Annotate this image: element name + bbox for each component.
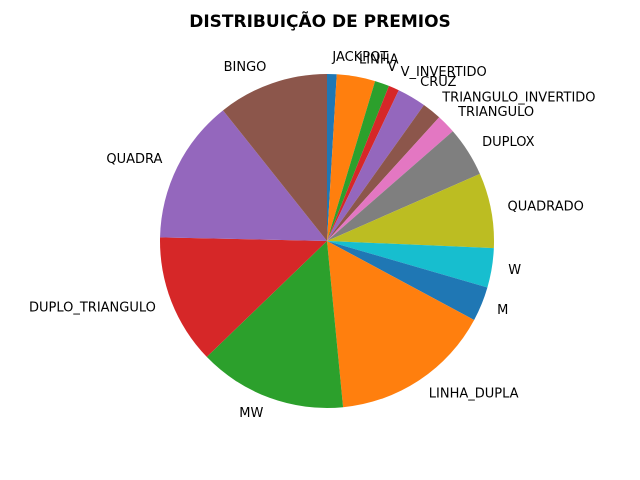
pie-label-jackpot: JACKPOT [331,50,388,65]
pie-label-duplo-triangulo: DUPLO_TRIANGULO [29,300,156,315]
pie-label-triangulo-invertido: TRIANGULO_INVERTIDO [441,90,595,105]
pie-slice-v-invertido [327,85,399,241]
pie-label-m: M [497,303,508,318]
pie-label-duplox: DUPLOX [482,135,535,150]
pie-label-cruz: CRUZ [420,75,456,90]
pie-label-triangulo: TRIANGULO [457,105,534,120]
pie-slice-quadrado [327,173,494,249]
pie-slices [160,74,494,408]
pie-label-v-invertido: V_INVERTIDO [401,65,487,80]
pie-slice-triangulo [327,117,453,241]
pie-slice-triangulo-invertido [327,105,440,241]
pie-slice-duplo-triangulo [160,237,327,357]
pie-slice-quadra [160,110,327,242]
pie-label-w: W [508,263,521,278]
pie-slice-bingo [223,74,327,241]
pie-label-linha-dupla: LINHA_DUPLA [429,386,519,401]
pie-label-linha: LINHA [359,53,399,68]
chart-title: DISTRIBUIÇÃO DE PREMIOS [189,9,451,32]
pie-slice-jackpot [327,74,337,241]
pie-slice-m [327,241,488,320]
pie-slice-linha [327,74,376,241]
pie-slice-linha-dupla [327,241,475,408]
pie-slice-v [327,81,389,242]
pie-label-v: V [388,60,397,75]
pie-slice-mw [206,241,344,408]
pie-label-quadra: QUADRA [106,152,162,167]
pie-slice-duplox [327,131,480,241]
pie-slice-w [327,241,494,288]
pie-slice-cruz [327,90,424,241]
pie-label-bingo: BINGO [224,60,267,75]
pie-label-mw: MW [239,406,263,421]
pie-label-quadrado: QUADRADO [508,200,584,215]
